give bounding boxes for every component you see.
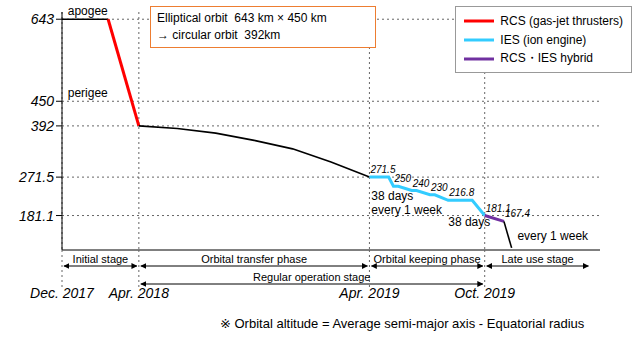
svg-text:Initial stage: Initial stage — [73, 253, 129, 265]
html-text:※ Orbital altitude = Average s: ※ Orbital altitude = Average semi-major … — [220, 316, 585, 331]
html-text:RCS (gas-jet thrusters): RCS (gas-jet thrusters) — [500, 13, 623, 28]
html-text:RCS・IES hybrid: RCS・IES hybrid — [500, 51, 593, 65]
svg-text:38 days: 38 days — [371, 189, 413, 203]
svg-text:216.8: 216.8 — [448, 187, 474, 198]
svg-text:Apr. 2018: Apr. 2018 — [108, 285, 169, 301]
html-text:Elliptical orbit 643 km × 450: Elliptical orbit 643 km × 450 km — [157, 11, 327, 25]
svg-text:Orbital keeping phase: Orbital keeping phase — [374, 253, 481, 265]
svg-text:181.1: 181.1 — [19, 208, 54, 224]
svg-text:450: 450 — [31, 93, 55, 109]
svg-text:every 1 week: every 1 week — [517, 229, 589, 243]
svg-text:230: 230 — [430, 182, 448, 193]
svg-text:every 1 week: every 1 week — [371, 203, 443, 217]
svg-text:Oct. 2019: Oct. 2019 — [454, 285, 515, 301]
html-text:→ circular orbit 392km: → circular orbit 392km — [157, 28, 281, 42]
svg-text:643: 643 — [31, 11, 55, 27]
svg-text:Orbital transfer phase: Orbital transfer phase — [201, 253, 307, 265]
svg-text:392: 392 — [31, 118, 55, 134]
svg-text:Apr. 2019: Apr. 2019 — [338, 285, 399, 301]
svg-text:181.1: 181.1 — [485, 202, 511, 214]
svg-text:Late use stage: Late use stage — [501, 253, 573, 265]
svg-text:38 days: 38 days — [448, 215, 490, 229]
svg-text:271.5: 271.5 — [18, 169, 54, 185]
svg-text:Regular operation stage: Regular operation stage — [253, 271, 370, 283]
html-text:IES (ion engine): IES (ion engine) — [500, 32, 587, 47]
svg-text:Dec. 2017: Dec. 2017 — [30, 285, 95, 301]
svg-text:167.4: 167.4 — [505, 208, 530, 219]
svg-text:apogee: apogee — [68, 4, 108, 18]
svg-text:250: 250 — [393, 173, 411, 184]
svg-text:perigee: perigee — [68, 86, 108, 100]
svg-text:271.5: 271.5 — [369, 164, 395, 175]
svg-text:240: 240 — [412, 178, 430, 189]
